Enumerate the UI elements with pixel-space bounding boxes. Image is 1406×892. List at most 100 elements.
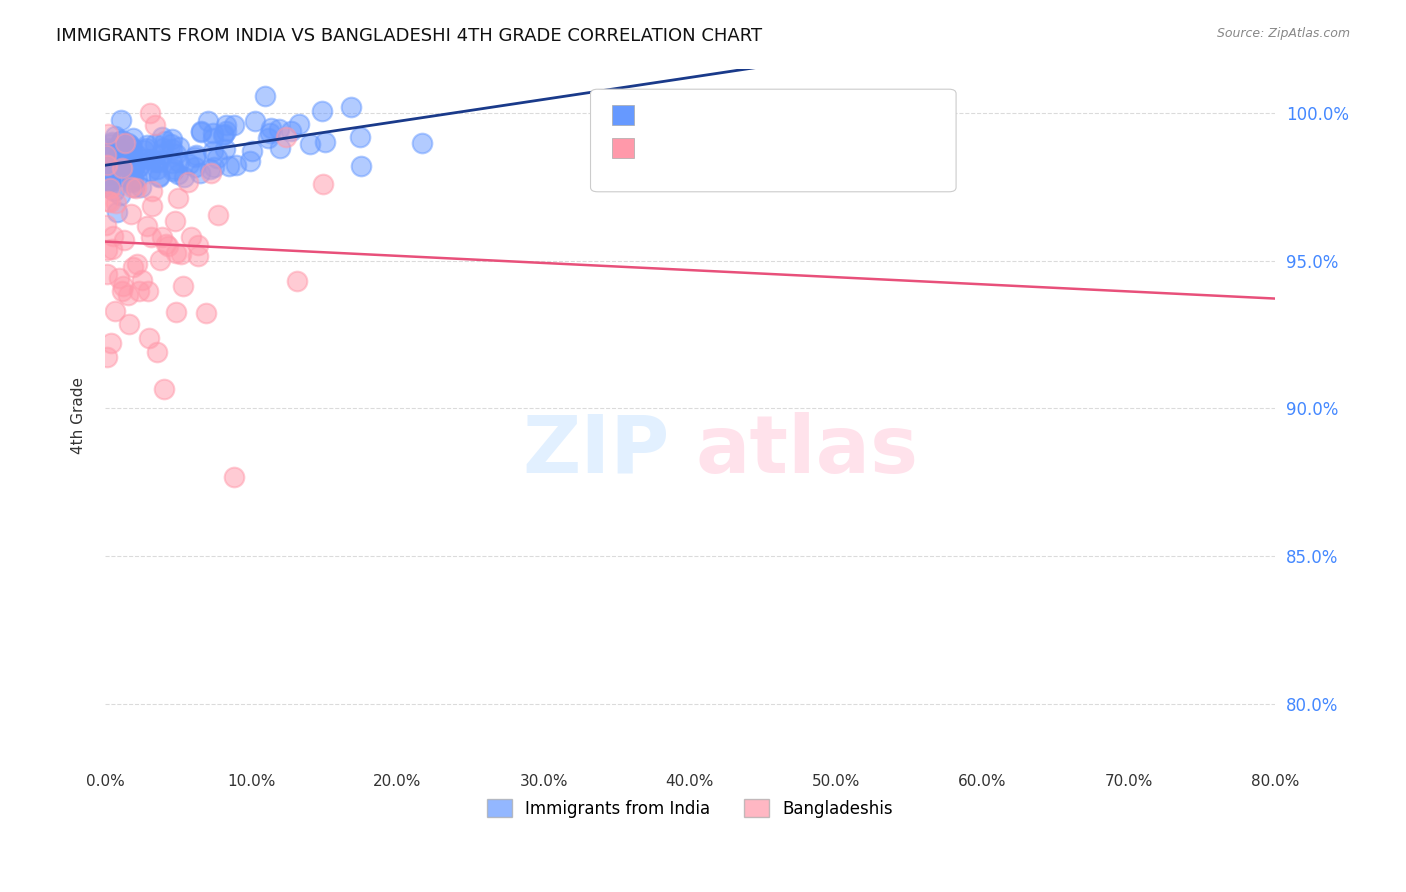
Point <box>218 159 240 173</box>
Point <box>160 132 183 146</box>
Point <box>239 154 262 169</box>
Point <box>215 124 238 138</box>
Point <box>411 136 433 150</box>
Point <box>98 181 121 195</box>
Point <box>128 284 150 298</box>
Point <box>149 253 172 268</box>
Text: 61: 61 <box>820 139 848 157</box>
Point <box>115 145 138 160</box>
Point <box>108 158 131 172</box>
Point <box>138 164 160 178</box>
Point <box>165 246 187 260</box>
Point <box>143 137 166 152</box>
Point <box>96 141 118 155</box>
Point <box>165 305 187 319</box>
Point <box>136 219 159 233</box>
Point <box>177 175 200 189</box>
Point <box>121 175 143 189</box>
Point <box>136 137 159 152</box>
Point <box>162 164 184 178</box>
Point <box>198 162 221 177</box>
Point <box>96 156 118 170</box>
Point <box>132 144 155 158</box>
Point <box>96 160 118 174</box>
Point <box>120 207 142 221</box>
Point <box>121 146 143 161</box>
Point <box>222 469 245 483</box>
Point <box>197 114 219 128</box>
Text: R =: R = <box>643 139 683 157</box>
Text: Source: ZipAtlas.com: Source: ZipAtlas.com <box>1216 27 1350 40</box>
Point <box>257 131 280 145</box>
Text: atlas: atlas <box>695 411 918 490</box>
Point <box>101 228 124 243</box>
Point <box>215 118 238 132</box>
Point <box>127 148 149 162</box>
Point <box>98 194 121 209</box>
Point <box>96 147 118 161</box>
Point <box>104 159 127 173</box>
Point <box>135 141 157 155</box>
Point <box>253 88 276 103</box>
Point <box>97 165 120 179</box>
Point <box>122 160 145 174</box>
Point <box>108 187 131 202</box>
Point <box>183 161 205 175</box>
Point <box>121 172 143 186</box>
Text: R =: R = <box>643 106 679 124</box>
Point <box>96 147 118 161</box>
Point <box>190 125 212 139</box>
Point <box>96 350 118 364</box>
Point <box>127 170 149 185</box>
Point <box>96 243 118 257</box>
Point <box>121 140 143 154</box>
Point <box>117 136 139 150</box>
Point <box>125 257 148 271</box>
Point <box>121 172 143 186</box>
Point <box>111 161 134 176</box>
Point <box>103 142 125 156</box>
Point <box>129 180 152 194</box>
Point <box>100 156 122 170</box>
Point <box>103 184 125 198</box>
Point <box>108 169 131 183</box>
Point <box>98 167 121 181</box>
Point <box>170 247 193 261</box>
Point <box>100 335 122 350</box>
Point <box>97 180 120 194</box>
Point <box>212 128 235 142</box>
Point <box>200 166 222 180</box>
Point <box>225 158 247 172</box>
Point <box>179 157 201 171</box>
Point <box>207 152 229 166</box>
Point <box>146 161 169 176</box>
Point <box>350 159 373 173</box>
Point <box>212 127 235 141</box>
Point <box>163 161 186 176</box>
Point <box>103 128 125 143</box>
Point <box>288 117 311 131</box>
Point <box>114 136 136 150</box>
Text: N =: N = <box>773 106 810 124</box>
Point <box>165 147 187 161</box>
Point <box>240 144 263 158</box>
Point <box>148 169 170 183</box>
Point <box>145 118 167 132</box>
Point <box>285 274 308 288</box>
Point <box>167 191 190 205</box>
Point <box>195 306 218 320</box>
Point <box>100 174 122 188</box>
Point <box>110 152 132 166</box>
Point <box>101 158 124 172</box>
Text: IMMIGRANTS FROM INDIA VS BANGLADESHI 4TH GRADE CORRELATION CHART: IMMIGRANTS FROM INDIA VS BANGLADESHI 4TH… <box>56 27 762 45</box>
Point <box>105 153 128 167</box>
Point <box>173 170 195 185</box>
Text: 0.115: 0.115 <box>693 139 745 157</box>
Point <box>97 194 120 208</box>
Point <box>150 229 173 244</box>
Point <box>167 140 190 154</box>
Point <box>118 145 141 160</box>
Point <box>124 180 146 194</box>
Point <box>122 160 145 174</box>
Point <box>117 287 139 301</box>
